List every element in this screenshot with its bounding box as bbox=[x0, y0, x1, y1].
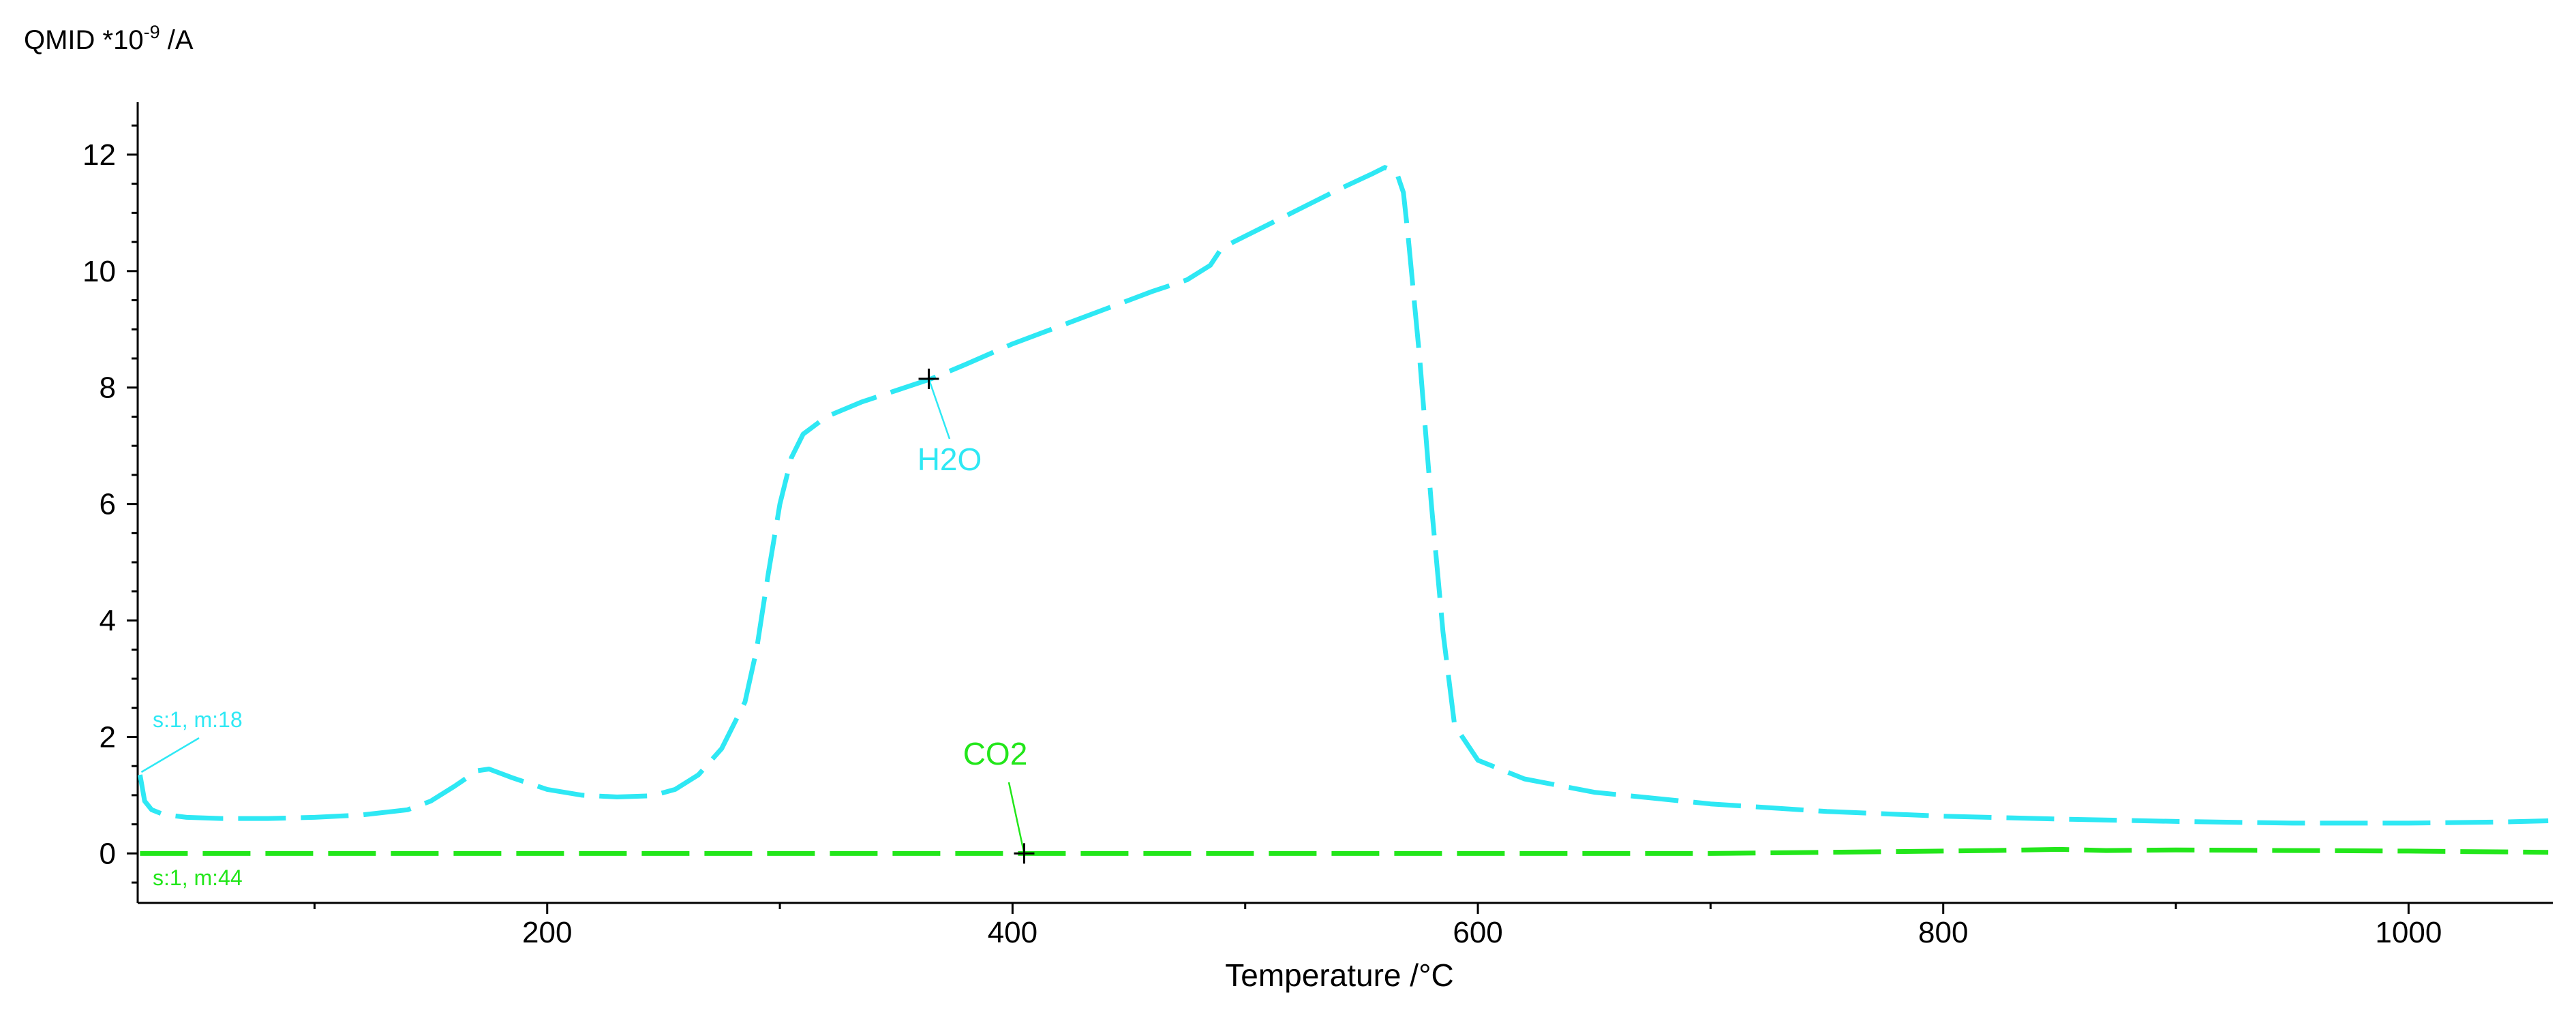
y-axis-label-exponent: -9 bbox=[144, 22, 160, 42]
y-tick-label: 0 bbox=[100, 837, 116, 870]
y-tick-label: 6 bbox=[100, 488, 116, 521]
annotation-label-h2o: H2O bbox=[918, 442, 982, 477]
y-axis-label: QMID *10-9 /A bbox=[24, 22, 194, 55]
annotation-leader bbox=[1007, 782, 1025, 854]
x-tick-label: 800 bbox=[1918, 916, 1968, 949]
series-line-co2 bbox=[140, 846, 2549, 856]
annotation-layer: s:1, m:18 s:1, m:44 H2O CO2 bbox=[140, 368, 1035, 890]
y-tick-label: 4 bbox=[100, 604, 116, 638]
x-tick-label: 1000 bbox=[2375, 916, 2442, 949]
annotation-label-co2: CO2 bbox=[963, 736, 1028, 771]
series-label-h2o: s:1, m:18 bbox=[153, 707, 243, 732]
annotation-leader bbox=[928, 378, 951, 440]
x-tick-label: 400 bbox=[988, 916, 1037, 949]
y-tick-label: 2 bbox=[100, 720, 116, 754]
series-layer bbox=[137, 165, 2549, 856]
x-tick-label: 200 bbox=[522, 916, 572, 949]
series-label-co2: s:1, m:44 bbox=[153, 865, 243, 890]
x-axis-label: Temperature /°C bbox=[1225, 957, 1453, 993]
series-label-leader bbox=[140, 737, 200, 773]
y-axis-label-unit: /A bbox=[160, 25, 194, 55]
series-line-h2o bbox=[137, 165, 2549, 826]
axes: 0 2 4 6 8 10 12 200 400 600 800 1000 bbox=[82, 102, 2553, 949]
x-tick-label: 600 bbox=[1453, 916, 1502, 949]
y-tick-label: 10 bbox=[82, 255, 116, 288]
y-tick-label: 12 bbox=[82, 138, 116, 172]
y-axis-label-main: QMID *10 bbox=[24, 25, 144, 55]
y-tick-label: 8 bbox=[100, 371, 116, 405]
